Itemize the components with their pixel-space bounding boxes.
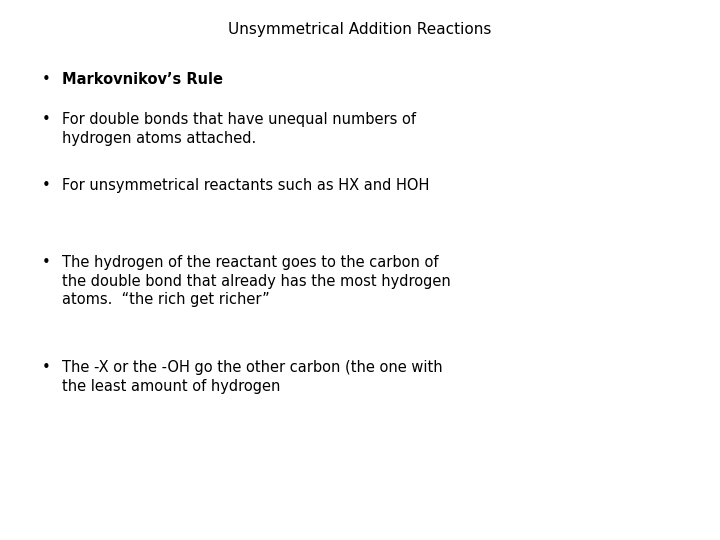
Text: For unsymmetrical reactants such as HX and HOH: For unsymmetrical reactants such as HX a… xyxy=(62,178,429,193)
Text: Unsymmetrical Addition Reactions: Unsymmetrical Addition Reactions xyxy=(228,22,492,37)
Text: •: • xyxy=(42,178,50,193)
Text: •: • xyxy=(42,255,50,270)
Text: •: • xyxy=(42,112,50,127)
Text: The hydrogen of the reactant goes to the carbon of
the double bond that already : The hydrogen of the reactant goes to the… xyxy=(62,255,451,307)
Text: For double bonds that have unequal numbers of
hydrogen atoms attached.: For double bonds that have unequal numbe… xyxy=(62,112,416,146)
Text: •: • xyxy=(42,360,50,375)
Text: The -X or the -OH go the other carbon (the one with
the least amount of hydrogen: The -X or the -OH go the other carbon (t… xyxy=(62,360,443,394)
Text: •: • xyxy=(42,72,50,87)
Text: Markovnikov’s Rule: Markovnikov’s Rule xyxy=(62,72,223,87)
